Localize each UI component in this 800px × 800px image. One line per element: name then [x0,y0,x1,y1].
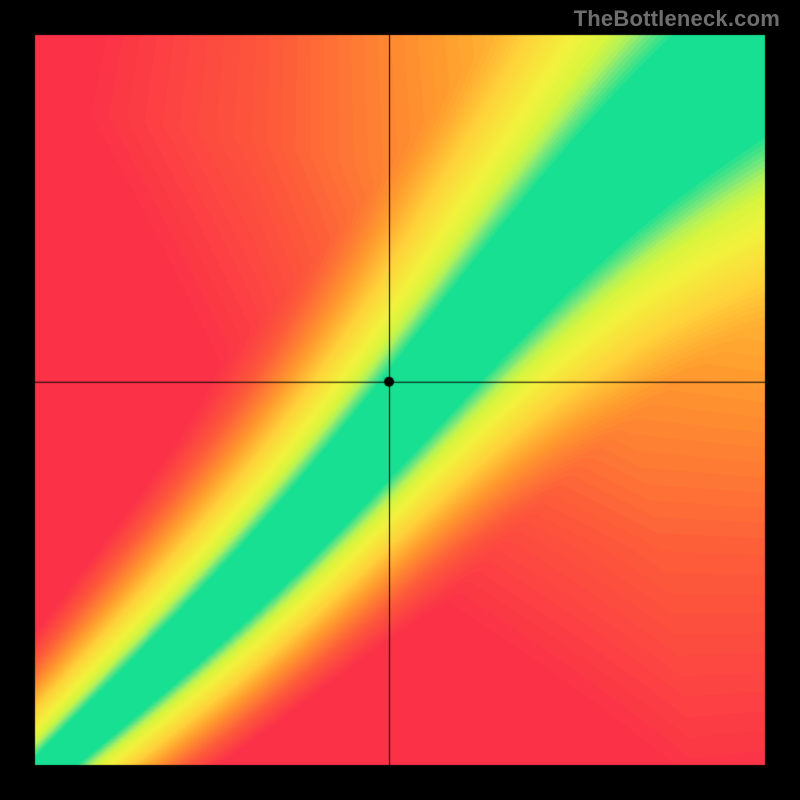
chart-container: TheBottleneck.com [0,0,800,800]
heatmap-canvas [0,0,800,800]
watermark-text: TheBottleneck.com [574,6,780,32]
